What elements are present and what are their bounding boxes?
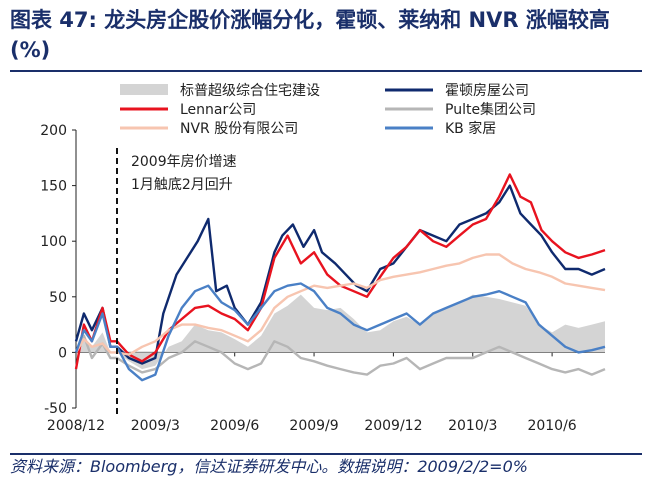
series-1-area bbox=[76, 294, 605, 370]
title-rule bbox=[10, 70, 642, 72]
legend-item-6: KB 家居 bbox=[385, 120, 496, 137]
y-tick-label: 0 bbox=[58, 345, 67, 361]
y-tick-label: 150 bbox=[40, 179, 67, 195]
x-tick-label: 2008/12 bbox=[47, 418, 105, 434]
y-tick-label: 100 bbox=[40, 234, 67, 250]
y-tick-label: 50 bbox=[49, 290, 67, 306]
axes: -50 0 50 100 150 200 2008/12 2009/3 2009/6 2009/9… bbox=[40, 123, 605, 434]
line-chart: 标普超级综合住宅建设 霍顿房屋公司 Lennar公司 Pulte集团公司 NVR 股份有… bbox=[40, 83, 606, 434]
chart-legend: 标普超级综合住宅建设 霍顿房屋公司 Lennar公司 Pulte集团公司 NVR 股份有… bbox=[120, 83, 536, 137]
y-tick-label: -50 bbox=[44, 401, 67, 417]
legend-label: 霍顿房屋公司 bbox=[445, 83, 529, 99]
series-6-line bbox=[74, 282, 606, 382]
x-tick-label: 2009/3 bbox=[131, 418, 180, 434]
legend-label: Pulte集团公司 bbox=[445, 101, 536, 118]
x-tick-label: 2009/12 bbox=[364, 418, 422, 434]
legend-item-5: NVR 股份有限公司 bbox=[120, 121, 298, 137]
annotation-text: 2009年房价增速 bbox=[131, 154, 237, 170]
series-4-line bbox=[74, 334, 606, 376]
x-tick-label: 2010/6 bbox=[527, 418, 576, 434]
series-2-line bbox=[74, 184, 606, 365]
legend-item-3: Lennar公司 bbox=[120, 102, 256, 118]
y-tick-label: 200 bbox=[40, 123, 67, 139]
x-tick-label: 2009/6 bbox=[210, 418, 259, 434]
figure-title: 图表 47: 龙头房企股价涨幅分化，霍顿、莱纳和 NVR 涨幅较高(%) bbox=[10, 8, 610, 62]
legend-swatch bbox=[120, 84, 168, 95]
legend-label: 标普超级综合住宅建设 bbox=[180, 83, 320, 99]
legend-item-4: Pulte集团公司 bbox=[385, 101, 536, 118]
legend-label: Lennar公司 bbox=[180, 102, 256, 118]
source-note: 资料来源：Bloomberg，信达证券研发中心。数据说明：2009/2/2=0% bbox=[10, 457, 528, 476]
chart-annotation: 2009年房价增速 1月触底2月回升 bbox=[115, 148, 237, 416]
legend-label: KB 家居 bbox=[445, 120, 496, 137]
plot-area bbox=[74, 173, 606, 382]
x-tick-label: 2010/3 bbox=[448, 418, 497, 434]
legend-label: NVR 股份有限公司 bbox=[180, 121, 298, 137]
legend-item-2: 霍顿房屋公司 bbox=[385, 83, 529, 99]
source-rule bbox=[10, 453, 642, 455]
series-5-line bbox=[74, 253, 606, 356]
series-3-line bbox=[74, 173, 606, 370]
x-tick-label: 2009/9 bbox=[289, 418, 338, 434]
legend-item-1: 标普超级综合住宅建设 bbox=[120, 83, 320, 99]
annotation-text: 1月触底2月回升 bbox=[131, 177, 233, 193]
